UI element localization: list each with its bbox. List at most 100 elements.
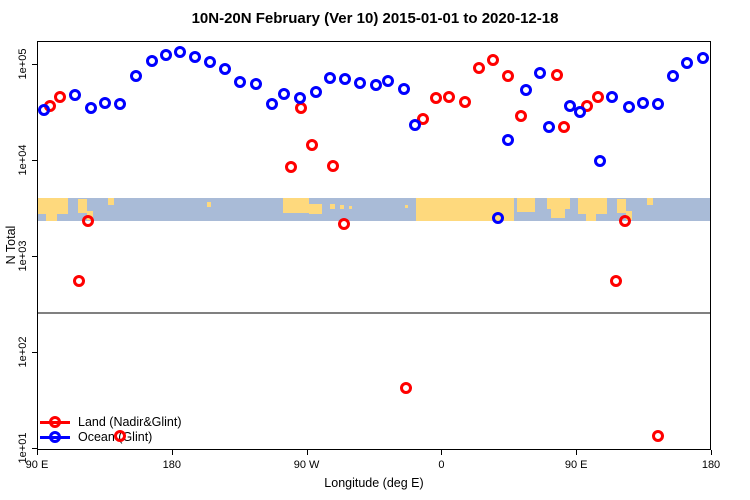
ocean-data-point [533,67,546,80]
y-tick-label: 1e+01 [17,432,29,464]
map-land-patch [329,203,336,209]
land-data-point [458,95,471,108]
x-tick [306,450,308,455]
map-land-patch [550,207,565,218]
y-tick [32,160,37,161]
y-tick-label: 1e+02 [17,336,29,368]
map-land-patch [349,205,353,210]
x-tick-label: 90 E [25,459,49,471]
ocean-data-point [542,120,555,133]
y-tick [32,64,37,65]
y-tick-label: 1e+04 [17,144,29,176]
map-land-patch [339,205,344,210]
ocean-data-point [605,91,618,103]
chart-title: 10N-20N February (Ver 10) 2015-01-01 to … [191,10,559,27]
land-data-point [430,92,442,105]
land-data-point [416,113,429,126]
land-data-point [338,218,351,231]
map-land-patch [546,197,570,210]
land-data-point [501,69,514,82]
ocean-data-point [159,49,172,62]
ocean-data-point [651,98,664,110]
ocean-data-point [203,55,216,68]
map-land-patch [78,199,88,214]
x-tick [711,450,712,455]
map-land-patch [585,212,597,222]
map-land-patch [617,199,626,214]
map-land-patch [46,212,57,222]
y-tick-label: 1e+03 [17,240,29,272]
ocean-data-point [113,98,126,110]
world-map-band [38,197,710,222]
ocean-series-circle-icon [49,430,61,443]
legend-label-land: Land (Nadir&Glint) [78,414,182,429]
land-data-point [400,381,413,394]
land-data-point [551,69,564,81]
ocean-data-point [309,85,322,98]
land-series-symbol [40,415,70,428]
x-tick-label: 90 E [564,459,588,471]
ocean-data-point [666,69,679,82]
ocean-data-point [573,106,586,119]
x-axis-title: Longitude (deg E) [324,476,424,490]
map-land-patch [107,197,114,206]
ocean-data-point [519,84,532,96]
x-tick [576,450,578,455]
land-data-point [54,91,67,103]
map-land-patch [38,197,68,214]
ocean-data-point [249,77,262,90]
ocean-data-point [381,75,394,87]
x-tick-label: 0 [438,459,445,471]
land-data-point [651,430,664,443]
land-data-point [82,214,95,227]
land-data-point [472,62,485,75]
ocean-series-symbol [40,430,70,443]
y-tick [32,448,37,449]
land-data-point [557,120,570,133]
ocean-data-point [69,89,82,102]
land-data-point [514,110,527,123]
ocean-data-point [622,101,635,114]
ocean-data-point [189,51,201,64]
map-land-patch [404,204,409,209]
ocean-data-point [369,79,382,92]
ocean-data-point [681,57,694,70]
ocean-data-point [85,102,98,114]
land-data-point [285,161,298,174]
legend-item-ocean: Ocean (Glint) [40,429,182,444]
ocean-data-point [98,97,111,110]
land-series-circle-icon [49,415,61,428]
ocean-data-point [294,92,306,105]
ocean-data-point [233,75,246,88]
ocean-data-point [218,62,231,75]
land-data-point [591,91,604,103]
land-data-point [609,274,622,287]
x-tick-label: 180 [701,459,721,471]
ocean-data-point [174,46,187,59]
ocean-data-point [38,103,51,116]
land-data-point [326,159,339,172]
plot-area [37,41,711,450]
reference-line [38,311,710,314]
legend-item-land: Land (Nadir&Glint) [40,414,182,429]
ocean-data-point [266,98,278,110]
x-tick-label: 90 W [293,459,320,471]
ocean-data-point [492,211,505,224]
ocean-data-point [408,118,421,131]
map-land-patch [309,203,322,215]
land-data-point [113,430,126,443]
land-data-point [305,139,318,152]
map-land-patch [282,197,310,213]
land-data-point [619,214,632,227]
x-tick [37,450,38,455]
map-land-patch [207,201,212,207]
ocean-data-point [397,83,410,95]
ocean-data-point [697,52,710,65]
ocean-data-point [338,72,351,85]
ocean-data-point [277,87,290,100]
y-tick [32,352,37,353]
ocean-data-point [130,69,142,82]
ocean-data-point [563,100,576,113]
ocean-data-point [501,134,514,147]
